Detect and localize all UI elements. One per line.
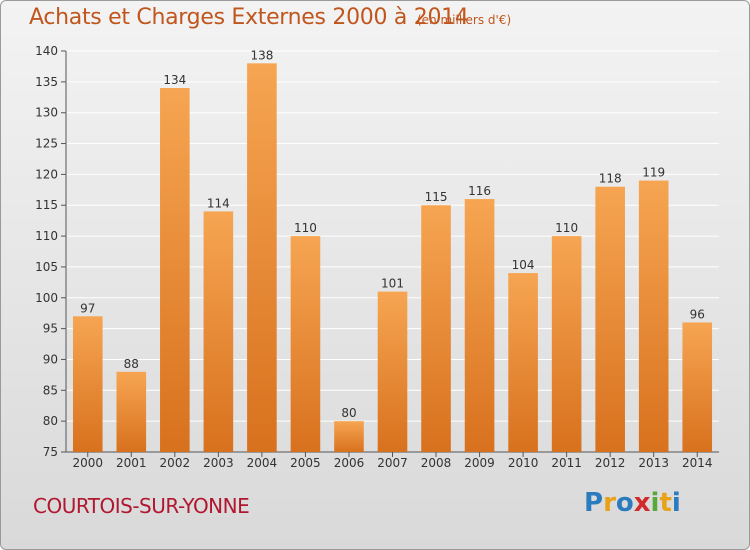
bar-value-label: 134 [163, 73, 186, 87]
bar-value-label: 114 [207, 196, 230, 210]
y-tick-label: 140 [35, 44, 58, 58]
bar-value-label: 97 [80, 301, 95, 315]
x-tick-label: 2000 [72, 456, 103, 470]
bar-value-label: 80 [341, 406, 356, 420]
bar-value-label: 104 [512, 258, 535, 272]
bar-value-label: 110 [294, 221, 317, 235]
bar-value-label: 115 [425, 190, 448, 204]
bar [290, 236, 321, 452]
y-tick-label: 80 [43, 414, 58, 428]
y-tick-label: 90 [43, 352, 58, 366]
x-tick-label: 2006 [334, 456, 365, 470]
x-tick-label: 2004 [247, 456, 278, 470]
y-tick-label: 115 [35, 198, 58, 212]
y-tick-label: 75 [43, 445, 58, 459]
bar [638, 180, 669, 453]
logo-letter: x [633, 488, 651, 518]
bar [464, 199, 495, 452]
y-tick-label: 105 [35, 260, 58, 274]
x-tick-label: 2002 [160, 456, 191, 470]
y-tick-label: 130 [35, 106, 58, 120]
x-tick-label: 2012 [595, 456, 626, 470]
bar [334, 421, 364, 452]
x-tick-label: 2007 [377, 456, 408, 470]
x-tick-label: 2009 [464, 456, 495, 470]
x-tick-label: 2014 [682, 456, 713, 470]
bar [116, 371, 147, 452]
logo-letter: P [584, 488, 604, 518]
y-tick-label: 85 [43, 383, 58, 397]
chart-title: Achats et Charges Externes 2000 à 2014 [29, 5, 469, 30]
logo-letter: r [603, 488, 616, 518]
y-tick-label: 100 [35, 291, 58, 305]
y-tick-label: 125 [35, 137, 58, 151]
labels: 75 80 85 90 95 100 105 110 115 120 125 130 135 140 97 2… [35, 44, 712, 470]
bar-value-label: 119 [642, 166, 665, 180]
y-tick-label: 135 [35, 75, 58, 89]
bar-value-label: 110 [555, 221, 578, 235]
logo-letter: i [671, 488, 681, 518]
bar [203, 211, 234, 452]
x-tick-label: 2010 [508, 456, 539, 470]
bar-value-label: 101 [381, 277, 404, 291]
bar [595, 186, 625, 452]
bar [377, 291, 408, 452]
y-tick-label: 95 [43, 322, 58, 336]
bar [682, 322, 713, 452]
x-tick-label: 2005 [290, 456, 321, 470]
bar-value-label: 138 [250, 48, 273, 62]
bar-value-label: 116 [468, 184, 491, 198]
bars [72, 63, 713, 453]
chart-subtitle: (en milliers d'€) [417, 13, 512, 27]
bar-value-label: 118 [599, 172, 622, 186]
logo-letter: i [650, 488, 660, 518]
bar [72, 316, 103, 452]
bar-value-label: 88 [124, 357, 139, 371]
bar [247, 63, 277, 452]
bar [508, 273, 538, 452]
x-tick-label: 2001 [116, 456, 147, 470]
proxiti-logo[interactable]: Proxiti [584, 488, 681, 518]
y-tick-label: 110 [35, 229, 58, 243]
place-name: COURTOIS-SUR-YONNE [33, 494, 250, 518]
bar [421, 205, 451, 452]
bar [160, 88, 190, 452]
y-tick-label: 120 [35, 167, 58, 181]
bar [551, 236, 582, 452]
x-tick-label: 2013 [638, 456, 669, 470]
bar-value-label: 96 [690, 307, 705, 321]
logo-letter: t [659, 488, 672, 518]
x-tick-label: 2008 [421, 456, 452, 470]
logo-letter: o [615, 488, 634, 518]
x-tick-label: 2011 [551, 456, 582, 470]
x-tick-label: 2003 [203, 456, 234, 470]
